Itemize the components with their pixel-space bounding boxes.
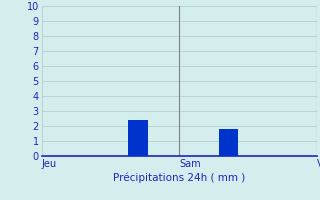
X-axis label: Précipitations 24h ( mm ): Précipitations 24h ( mm ) [113,173,245,183]
Bar [128,120,148,156]
Bar [219,129,238,156]
